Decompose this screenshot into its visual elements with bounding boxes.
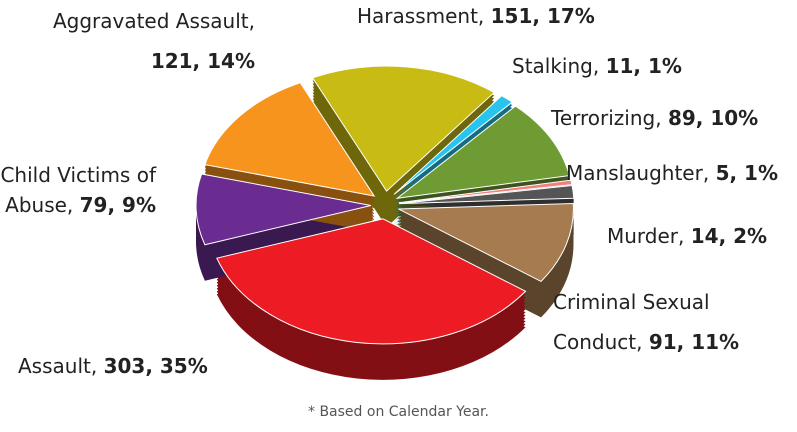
slice-label: Aggravated Assault, 121, 14% xyxy=(0,1,255,81)
slice xyxy=(311,65,495,192)
value-label: 89, 10% xyxy=(667,106,759,130)
slice xyxy=(398,185,575,205)
category-name: Murder, xyxy=(607,224,685,248)
slice-label: Stalking, 11, 1% xyxy=(512,46,762,86)
footnote: * Based on Calendar Year. xyxy=(308,404,489,420)
slice xyxy=(195,173,372,246)
category-name: Harassment, xyxy=(357,4,485,28)
slice-label: Manslaughter, 5, 1% xyxy=(566,153,796,193)
slice xyxy=(398,179,573,204)
slice xyxy=(398,202,574,283)
slice-label: Murder, 14, 2% xyxy=(607,216,797,256)
category-name: Stalking, xyxy=(512,54,600,78)
value-label: 121, 14% xyxy=(150,49,255,73)
category-name: Terrorizing, xyxy=(551,106,662,130)
category-name: Aggravated Assault, xyxy=(52,9,255,33)
slice xyxy=(393,95,514,195)
value-label: 79, 9% xyxy=(79,193,156,217)
slice-label: Child Victims of Abuse, 79, 9% xyxy=(0,160,156,220)
value-label: 91, 11% xyxy=(648,330,740,354)
value-label: 14, 2% xyxy=(690,224,768,248)
slice-label: Criminal Sexual Conduct, 91, 11% xyxy=(553,282,768,362)
pie-canvas xyxy=(195,65,575,380)
slice xyxy=(395,105,570,199)
category-name: Criminal Sexual Conduct, xyxy=(553,290,710,354)
value-label: 11, 1% xyxy=(605,54,682,78)
slice-label: Assault, 303, 35% xyxy=(18,346,278,386)
category-name: Assault, xyxy=(18,354,98,378)
slice xyxy=(204,82,376,197)
slice-label: Terrorizing, 89, 10% xyxy=(551,98,791,138)
category-name: Child Victims of Abuse, xyxy=(0,163,156,217)
value-label: 151, 17% xyxy=(490,4,595,28)
category-name: Manslaughter, xyxy=(566,161,710,185)
value-label: 5, 1% xyxy=(715,161,778,185)
slice xyxy=(216,218,527,345)
value-label: 303, 35% xyxy=(103,354,208,378)
slice-label: Harassment, 151, 17% xyxy=(357,0,657,36)
